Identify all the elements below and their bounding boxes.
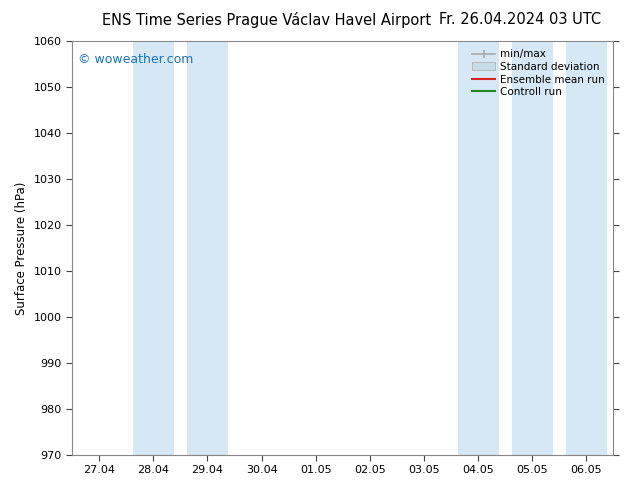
Bar: [458, 41, 499, 455]
Bar: [512, 41, 553, 455]
Bar: [133, 41, 174, 455]
Bar: [187, 41, 228, 455]
Bar: [566, 41, 607, 455]
Text: Fr. 26.04.2024 03 UTC: Fr. 26.04.2024 03 UTC: [439, 12, 601, 27]
Text: ENS Time Series Prague Václav Havel Airport: ENS Time Series Prague Václav Havel Airp…: [101, 12, 431, 28]
Legend: min/max, Standard deviation, Ensemble mean run, Controll run: min/max, Standard deviation, Ensemble me…: [469, 46, 608, 100]
Text: © woweather.com: © woweather.com: [77, 53, 193, 67]
Y-axis label: Surface Pressure (hPa): Surface Pressure (hPa): [15, 181, 28, 315]
